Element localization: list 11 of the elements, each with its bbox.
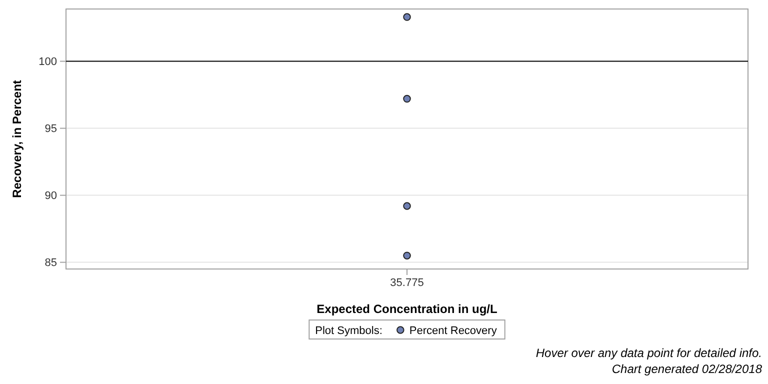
x-tick-label: 35.775 [390,276,424,289]
y-tick-label: 100 [38,56,57,68]
y-tick-label: 85 [44,256,57,269]
legend-title: Plot Symbols: [315,325,382,337]
y-tick-label: 90 [44,190,57,202]
x-axis-title: Expected Concentration in ug/L [316,302,498,316]
y-tick-label: 95 [44,122,57,135]
text: Hover over any data point for detailed info. [536,346,762,360]
legend-label: Percent Recovery [409,325,498,337]
y-axis-title: Recovery, in Percent [10,80,24,198]
text: Chart generated 02/28/2018 [612,362,762,376]
